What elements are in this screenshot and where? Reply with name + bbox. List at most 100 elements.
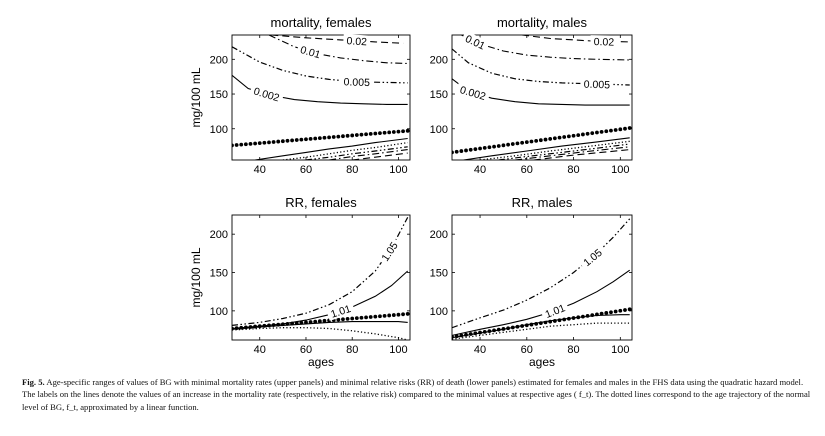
normal-level-point	[248, 141, 253, 146]
normal-level-point	[401, 129, 405, 134]
contour-line	[452, 48, 630, 86]
contour-label-text: 0.02	[346, 35, 367, 48]
normal-level-point	[552, 136, 557, 141]
normal-level-point	[496, 144, 501, 148]
contour-label-bg	[376, 236, 402, 266]
normal-level-point	[609, 128, 613, 133]
y-axis-label: mg/100 mL	[189, 247, 203, 307]
normal-level-point	[452, 150, 454, 155]
normal-level-point	[396, 129, 401, 134]
x-tick-label: 40	[474, 344, 486, 356]
normal-level-point	[382, 130, 387, 135]
normal-level-point	[359, 132, 364, 137]
y-tick-label: 100	[430, 124, 448, 136]
contour-line	[268, 35, 408, 65]
x-tick-label: 60	[521, 344, 533, 356]
contour-line	[305, 146, 408, 160]
normal-level-point	[341, 317, 345, 322]
normal-level-point	[576, 133, 581, 137]
normal-level-point	[529, 139, 534, 144]
contour-label-text: 0.01	[299, 44, 322, 61]
normal-level-point	[478, 146, 482, 151]
normal-level-point	[613, 309, 618, 314]
normal-level-point	[257, 141, 262, 146]
normal-level-point	[267, 140, 271, 145]
normal-level-point	[623, 126, 627, 131]
contour-label: 0.02	[590, 35, 618, 49]
normal-level-point	[271, 140, 276, 144]
normal-level-point	[345, 317, 350, 321]
y-tick-label: 150	[210, 89, 228, 101]
normal-level-point	[581, 132, 585, 137]
normal-level-point	[515, 141, 520, 146]
panel-title: RR, males	[512, 195, 573, 210]
x-tick-label: 80	[567, 164, 579, 176]
normal-level-point	[368, 315, 373, 319]
normal-level-point	[341, 134, 345, 139]
contour-line	[533, 149, 630, 160]
normal-level-point	[595, 130, 599, 135]
normal-level-point	[609, 310, 613, 315]
normal-level-point	[534, 138, 539, 143]
contour-line	[271, 35, 404, 44]
normal-level-point	[405, 128, 410, 133]
normal-level-point	[290, 138, 295, 143]
normal-level-point	[604, 129, 609, 134]
normal-level-point	[378, 314, 382, 319]
normal-level-point	[276, 139, 281, 144]
axes-frame	[451, 214, 633, 341]
x-tick-label: 60	[300, 344, 312, 356]
normal-level-point	[618, 308, 623, 313]
normal-level-point	[627, 126, 632, 130]
normal-level-point	[317, 319, 322, 324]
contour-line	[452, 218, 631, 329]
y-tick-label: 150	[430, 268, 448, 280]
x-tick-label: 60	[521, 164, 533, 176]
normal-level-point	[405, 312, 410, 316]
contour-label: 0.002	[455, 82, 491, 103]
x-tick-label: 40	[254, 344, 266, 356]
normal-level-point	[373, 131, 378, 136]
contour-label: 1.05	[578, 244, 607, 271]
contour-line	[329, 149, 408, 160]
contour-line	[232, 321, 408, 330]
normal-level-point	[262, 140, 267, 145]
normal-level-point	[234, 143, 239, 147]
panel-title: mortality, males	[497, 15, 588, 30]
normal-level-point	[599, 311, 604, 316]
x-tick-label: 100	[389, 164, 407, 176]
normal-level-point	[604, 311, 609, 315]
normal-level-point	[492, 144, 496, 149]
contour-line	[232, 327, 408, 340]
x-tick-label: 40	[254, 164, 266, 176]
contour-label-bg	[325, 300, 356, 321]
x-axis-label: ages	[308, 355, 334, 369]
normal-level-point	[590, 131, 595, 136]
normal-level-point	[308, 320, 313, 324]
panel-mortality-males: mortality, males 40 60 80 100 100 150 200 0.02 0.…	[430, 15, 633, 176]
normal-level-point	[364, 315, 368, 320]
normal-level-point	[285, 138, 290, 143]
x-tick-label: 60	[300, 164, 312, 176]
normal-level-point	[299, 137, 304, 142]
contour-line	[452, 269, 631, 336]
contour-label: 0.01	[296, 42, 326, 61]
contour-label: 0.005	[340, 75, 374, 89]
contour-line	[515, 146, 630, 160]
contour-label-bg	[249, 83, 285, 105]
contour-line	[255, 137, 408, 160]
panel-mortality-females: mortality, females 40 60 80 100 100 150 200 mg/1…	[189, 15, 411, 176]
y-axis-label: mg/100 mL	[189, 67, 203, 127]
normal-level-point	[501, 143, 506, 148]
x-tick-label: 80	[346, 164, 358, 176]
y-tick-label: 150	[430, 89, 448, 101]
y-tick-label: 200	[430, 229, 448, 241]
contour-line	[452, 314, 630, 339]
normal-level-point	[599, 129, 604, 134]
normal-level-point	[368, 132, 373, 136]
y-tick-label: 200	[210, 229, 228, 241]
normal-level-point	[253, 141, 258, 146]
contour-line	[452, 322, 630, 340]
normal-level-point	[304, 137, 308, 142]
